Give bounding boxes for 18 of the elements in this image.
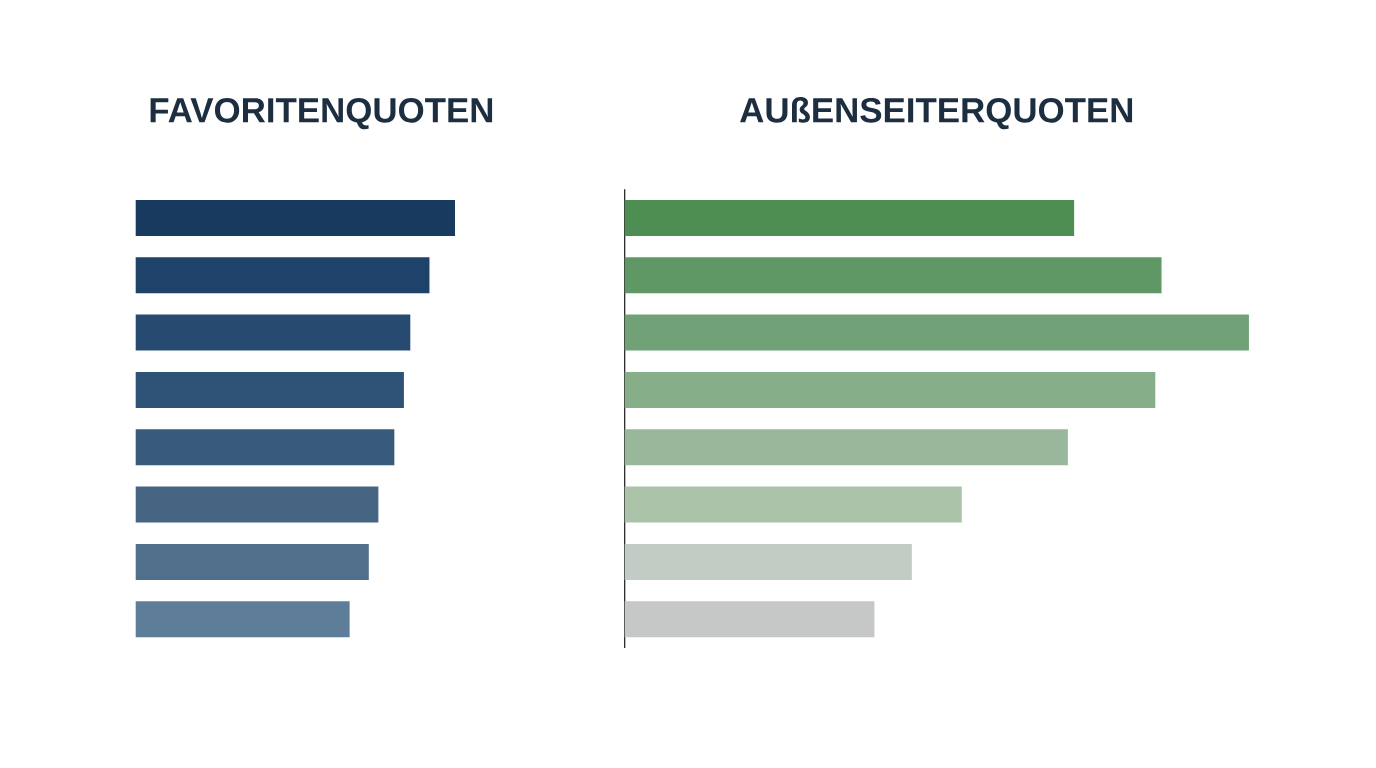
bar xyxy=(135,429,395,466)
bar xyxy=(135,314,411,351)
bar xyxy=(624,486,962,523)
bar xyxy=(624,371,1156,408)
chart-title: AUßENSEITERQUOTEN xyxy=(740,97,1133,130)
bar xyxy=(624,199,1075,236)
chart-title: FAVORITENQUOTEN xyxy=(150,97,493,130)
bar xyxy=(624,429,1068,466)
bar xyxy=(135,486,379,523)
bar xyxy=(624,314,1249,351)
bar xyxy=(135,371,404,408)
bar xyxy=(135,543,369,580)
bar xyxy=(624,543,912,580)
bar xyxy=(624,601,875,638)
bar xyxy=(135,601,350,638)
bar xyxy=(624,257,1162,294)
bar xyxy=(135,199,456,236)
bar xyxy=(135,257,430,294)
